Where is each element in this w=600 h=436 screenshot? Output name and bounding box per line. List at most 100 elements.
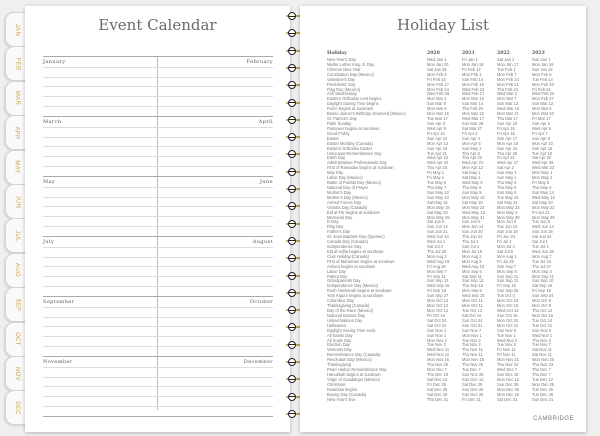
ring-hole [288, 167, 296, 176]
date-cell: Mon May 1 [532, 170, 553, 176]
date-cell: Tue Dec 12 [532, 376, 554, 382]
date-cell: Sat Oct 24 [427, 317, 447, 323]
date-cell: Wed Apr 22 [427, 155, 449, 161]
holiday-name: New Year's Eve [327, 396, 356, 402]
date-cell: Mon Aug 3 [427, 253, 447, 259]
writing-line[interactable] [43, 256, 273, 258]
table-row: Veterans Day Wed Nov 11 Thu Nov 11 Fri Nov … [327, 347, 577, 353]
date-cell: Sun Nov 7 [462, 327, 482, 333]
date-cell: Mon Feb 24 [427, 86, 449, 92]
writing-line[interactable] [43, 196, 273, 198]
binding-ring [283, 219, 305, 228]
writing-line[interactable] [43, 276, 273, 278]
table-row: Flag Day (Mexico) Mon Feb 24 Wed Feb 24 Thu… [327, 86, 577, 93]
writing-line[interactable] [43, 406, 273, 407]
date-cell: Mon Aug 9 [462, 258, 482, 264]
table-row: Armed Forces Day Sat May 16 Sat May 15 Sat … [327, 199, 577, 206]
date-cell: Thu Apr 22 [462, 155, 483, 161]
writing-line[interactable] [43, 216, 273, 218]
tab-label: JUL [13, 230, 20, 242]
writing-line[interactable] [43, 136, 273, 138]
date-cell: Sun Mar 13 [497, 101, 519, 107]
table-row: Halloween Sat Oct 31 Sun Oct 31 Mon Oct 31 T… [327, 323, 577, 329]
writing-line[interactable] [43, 286, 273, 287]
date-cell: Sat Jan 1 [497, 57, 515, 62]
date-cell: Thu May 5 [497, 180, 517, 186]
date-cell: Sun May 1 [497, 170, 517, 176]
table-row: First of Ramadan begins at sundown Thu Ap… [327, 165, 577, 171]
date-cell: Mon Jul 19 [462, 248, 483, 254]
date-cell: Mon Dec 7 [427, 367, 447, 373]
writing-line[interactable] [43, 96, 273, 98]
date-cell: Sun Apr 19 [427, 145, 448, 151]
tab-label: APR [14, 126, 20, 140]
date-cell: Mon Oct 24 [497, 317, 519, 323]
writing-line[interactable] [43, 166, 273, 167]
date-cell: Sun Sep 12 [462, 278, 484, 284]
date-cell: Mon Mar 6 [532, 106, 552, 112]
date-cell: Thu Nov 2 [532, 337, 551, 343]
writing-line[interactable] [43, 266, 273, 268]
table-row: Administrative Professionals Day Wed Apr … [327, 160, 577, 166]
writing-line[interactable] [43, 186, 273, 188]
writing-line[interactable] [43, 306, 273, 308]
date-cell: Wed Mar 2 [497, 91, 517, 97]
writing-line[interactable] [43, 226, 273, 227]
table-row: Father's Day Sun Jun 21 Sun Jun 20 Sun Jun … [327, 229, 577, 235]
writing-line[interactable] [43, 346, 273, 347]
writing-line[interactable] [43, 106, 273, 107]
date-cell: Wed Aug 19 [427, 258, 450, 264]
holiday-name: Flag Day (Mexico) [327, 86, 361, 92]
date-cell: Wed Aug 18 [462, 263, 485, 269]
date-cell: Tue Feb 1 [497, 66, 516, 72]
date-cell: Thu Dec 7 [532, 367, 551, 373]
writing-line[interactable] [43, 206, 273, 208]
writing-line[interactable] [43, 366, 273, 368]
date-cell: Wed Apr 26 [532, 160, 554, 166]
writing-line[interactable] [43, 326, 273, 328]
binding-ring [283, 29, 305, 38]
writing-line[interactable] [43, 66, 273, 68]
writing-line[interactable] [43, 86, 273, 88]
date-cell: Mon Oct 9 [532, 303, 551, 309]
date-cell: Mon Feb 17 [427, 81, 449, 87]
tab-dec[interactable]: DEC [5, 390, 28, 426]
date-cell: Tue Jun 14 [497, 224, 518, 230]
tab-label: AUG [14, 263, 20, 278]
holiday-name: Thanksgiving (Canada) [327, 303, 370, 309]
date-cell: Mon Sep 5 [497, 268, 517, 274]
table-row: Columbus Day Mon Oct 12 Mon Oct 11 Mon Oct … [327, 298, 577, 304]
binding-ring [283, 12, 305, 20]
holiday-name: Benito Juarez's Birthday observed (Mexic… [327, 111, 406, 117]
binding-ring [283, 133, 305, 142]
date-cell: Tue Oct 12 [462, 308, 483, 314]
writing-line[interactable] [43, 336, 273, 338]
spiral-binding [283, 12, 307, 422]
table-row: Pearl Harbor Remembrance Day Mon Dec 7 Tue… [327, 367, 577, 373]
writing-line[interactable] [43, 156, 273, 158]
writing-line[interactable] [43, 76, 273, 78]
writing-line[interactable] [43, 126, 273, 128]
date-cell: Wed Nov 11 [427, 352, 450, 358]
holiday-name: Good Friday [327, 130, 350, 136]
date-cell: Sun Jan 22 [532, 66, 553, 72]
writing-line[interactable] [43, 386, 273, 388]
holiday-name: Earth Day [327, 155, 346, 161]
date-cell: Sat May 1 [462, 175, 481, 181]
holiday-name: Armed Forces Day [327, 199, 362, 205]
writing-line[interactable] [43, 146, 273, 148]
date-cell: Mon Jan 18 [462, 61, 484, 67]
writing-line[interactable] [43, 246, 273, 248]
date-cell: Sat Jun 6 [427, 219, 445, 225]
date-cell: Sun Aug 7 [497, 263, 516, 269]
tab-label: MAY [14, 160, 20, 174]
writing-line[interactable] [43, 316, 273, 318]
writing-line[interactable] [43, 376, 273, 378]
column-header: 2022 [497, 51, 510, 56]
date-cell: Sat Jul 9 [497, 248, 513, 254]
holiday-name: Independence Day [327, 244, 362, 250]
table-row: Ashura begins at sundown Fri Aug 28 Wed Au… [327, 263, 577, 270]
calendar-section: July August [43, 236, 273, 296]
binding-ring [283, 392, 305, 401]
writing-line[interactable] [43, 396, 273, 398]
